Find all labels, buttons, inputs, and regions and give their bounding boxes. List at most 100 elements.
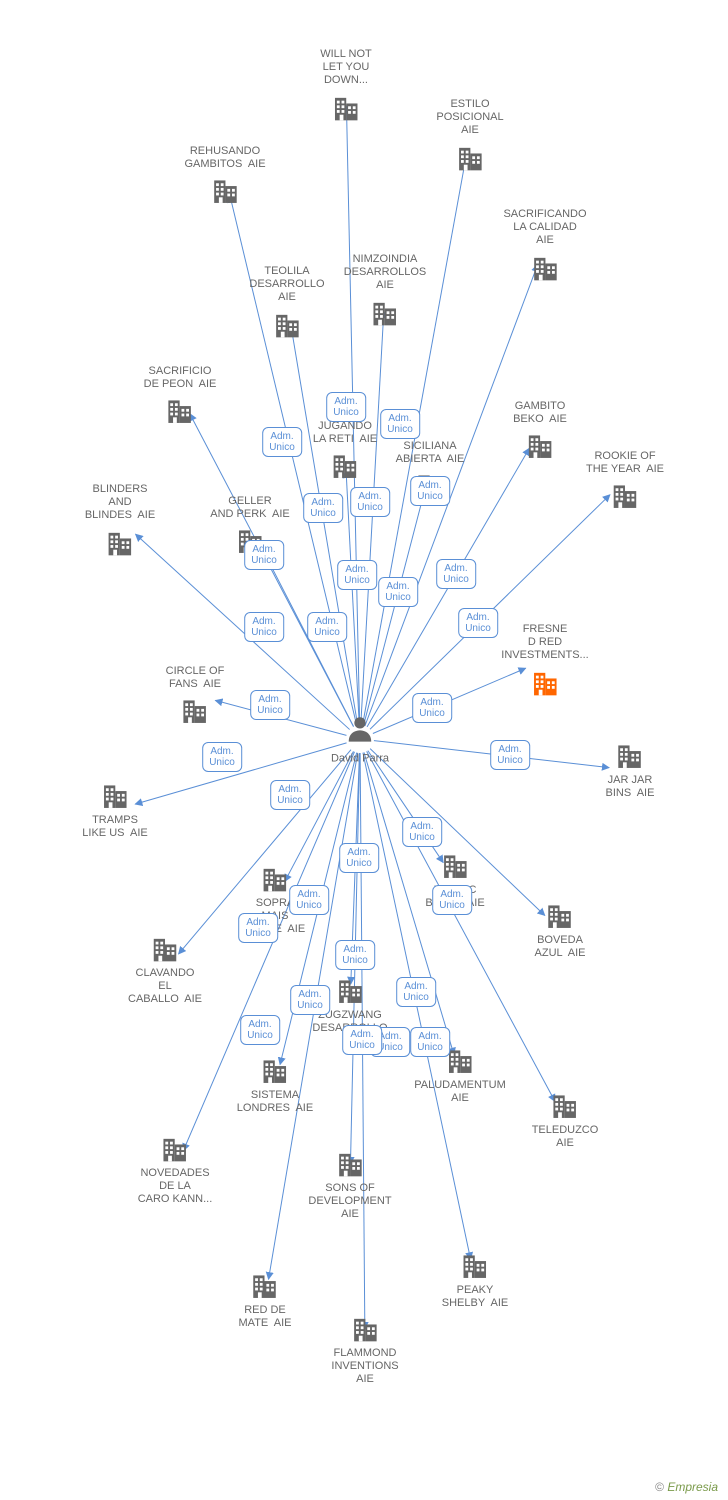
edge-label: Adm. Unico — [303, 493, 343, 523]
company-node[interactable]: PEAKY SHELBY AIE — [442, 1250, 508, 1310]
edge-label: Adm. Unico — [350, 487, 390, 517]
edge-label: Adm. Unico — [337, 560, 377, 590]
edge-label: Adm. Unico — [238, 913, 278, 943]
company-label: FLAMMOND INVENTIONS AIE — [331, 1347, 398, 1387]
building-icon — [550, 1090, 580, 1120]
company-label: NIMZOINDIA DESARROLLOS AIE — [344, 253, 427, 293]
edge-label: Adm. Unico — [290, 985, 330, 1015]
building-icon — [165, 395, 195, 425]
company-label: CLAVANDO EL CABALLO AIE — [128, 967, 202, 1007]
building-icon — [455, 142, 485, 172]
company-label: TEOLILA DESARROLLO AIE — [249, 265, 324, 305]
building-icon — [530, 252, 560, 282]
copyright-symbol: © — [655, 1480, 664, 1494]
edge-label: Adm. Unico — [326, 392, 366, 422]
center-person-node[interactable]: David Parra — [331, 714, 389, 765]
company-label: JUGANDO LA RETI AIE — [313, 420, 377, 446]
edge-label: Adm. Unico — [396, 977, 436, 1007]
building-icon — [615, 740, 645, 770]
edge-label: Adm. Unico — [270, 780, 310, 810]
company-node[interactable]: SISTEMA LONDRES AIE — [237, 1055, 313, 1115]
company-label: ESTILO POSICIONAL AIE — [436, 98, 503, 138]
edge-label: Adm. Unico — [378, 577, 418, 607]
edge-label: Adm. Unico — [262, 427, 302, 457]
building-icon — [530, 667, 560, 697]
company-node[interactable]: FRESNE D RED INVESTMENTS... — [501, 623, 588, 697]
building-icon — [180, 695, 210, 725]
company-label: WILL NOT LET YOU DOWN... — [320, 48, 372, 88]
company-node[interactable]: NIMZOINDIA DESARROLLOS AIE — [344, 253, 427, 327]
building-icon — [525, 430, 555, 460]
edge-line — [361, 311, 384, 725]
company-node[interactable]: CLAVANDO EL CABALLO AIE — [128, 933, 202, 1007]
company-label: TRAMPS LIKE US AIE — [82, 814, 147, 840]
edge-label: Adm. Unico — [458, 608, 498, 638]
company-node[interactable]: JUGANDO LA RETI AIE — [313, 420, 377, 480]
brand-name: Empresia — [667, 1480, 718, 1494]
building-icon — [370, 297, 400, 327]
company-label: RED DE MATE AIE — [239, 1304, 292, 1330]
company-node[interactable]: SONS OF DEVELOPMENT AIE — [308, 1148, 391, 1222]
company-node[interactable]: ESTILO POSICIONAL AIE — [436, 98, 503, 172]
company-label: JAR JAR BINS AIE — [606, 774, 655, 800]
company-node[interactable]: ROOKIE OF THE YEAR AIE — [586, 450, 664, 510]
edge-line — [364, 490, 425, 725]
company-label: REHUSANDO GAMBITOS AIE — [184, 145, 265, 171]
building-icon — [335, 1148, 365, 1178]
edge-label: Adm. Unico — [289, 885, 329, 915]
company-label: ROOKIE OF THE YEAR AIE — [586, 450, 664, 476]
company-node[interactable]: REHUSANDO GAMBITOS AIE — [184, 145, 265, 205]
edge-label: Adm. Unico — [244, 540, 284, 570]
building-icon — [460, 1250, 490, 1280]
person-icon — [345, 714, 375, 744]
company-node[interactable]: CIRCLE OF FANS AIE — [166, 665, 225, 725]
company-node[interactable]: JAR JAR BINS AIE — [606, 740, 655, 800]
building-icon — [331, 92, 361, 122]
company-label: FRESNE D RED INVESTMENTS... — [501, 623, 588, 663]
company-node[interactable]: BOVEDA AZUL AIE — [535, 900, 586, 960]
building-icon — [250, 1270, 280, 1300]
company-node[interactable]: BLINDERS AND BLINDES AIE — [85, 483, 155, 557]
building-icon — [210, 175, 240, 205]
company-label: PALUDAMENTUM AIE — [414, 1079, 505, 1105]
company-node[interactable]: TRAMPS LIKE US AIE — [82, 780, 147, 840]
building-icon — [105, 527, 135, 557]
edge-label: Adm. Unico — [490, 740, 530, 770]
building-icon — [335, 975, 365, 1005]
company-node[interactable]: FLAMMOND INVENTIONS AIE — [331, 1313, 398, 1387]
company-node[interactable]: WILL NOT LET YOU DOWN... — [320, 48, 372, 122]
footer: © Empresia — [655, 1480, 718, 1494]
company-label: SONS OF DEVELOPMENT AIE — [308, 1182, 391, 1222]
company-label: PEAKY SHELBY AIE — [442, 1284, 508, 1310]
company-label: SISTEMA LONDRES AIE — [237, 1089, 313, 1115]
company-label: NOVEDADES DE LA CARO KANN... — [138, 1167, 213, 1207]
edge-label: Adm. Unico — [335, 940, 375, 970]
building-icon — [350, 1313, 380, 1343]
edge-label: Adm. Unico — [410, 476, 450, 506]
company-label: TELEDUZCO AIE — [532, 1124, 599, 1150]
edge-label: Adm. Unico — [240, 1015, 280, 1045]
center-label: David Parra — [331, 753, 389, 765]
edge-label: Adm. Unico — [244, 612, 284, 642]
edge-label: Adm. Unico — [402, 817, 442, 847]
building-icon — [150, 933, 180, 963]
network-canvas: David Parra WILL NOT LET YOU DOWN... ESTI… — [0, 0, 728, 1500]
company-label: SACRIFICANDO LA CALIDAD AIE — [503, 208, 586, 248]
company-node[interactable]: SACRIFICIO DE PEON AIE — [144, 365, 217, 425]
building-icon — [610, 480, 640, 510]
building-icon — [160, 1133, 190, 1163]
company-node[interactable]: TEOLILA DESARROLLO AIE — [249, 265, 324, 339]
company-label: GAMBITO BEKO AIE — [513, 400, 567, 426]
company-node[interactable]: SACRIFICANDO LA CALIDAD AIE — [503, 208, 586, 282]
edge-label: Adm. Unico — [436, 559, 476, 589]
company-label: CIRCLE OF FANS AIE — [166, 665, 225, 691]
company-label: SACRIFICIO DE PEON AIE — [144, 365, 217, 391]
building-icon — [260, 863, 290, 893]
company-node[interactable]: NOVEDADES DE LA CARO KANN... — [138, 1133, 213, 1207]
edge-label: Adm. Unico — [342, 1025, 382, 1055]
company-node[interactable]: GAMBITO BEKO AIE — [513, 400, 567, 460]
edge-line — [290, 323, 357, 725]
company-node[interactable]: TELEDUZCO AIE — [532, 1090, 599, 1150]
edge-label: Adm. Unico — [380, 409, 420, 439]
company-node[interactable]: RED DE MATE AIE — [239, 1270, 292, 1330]
